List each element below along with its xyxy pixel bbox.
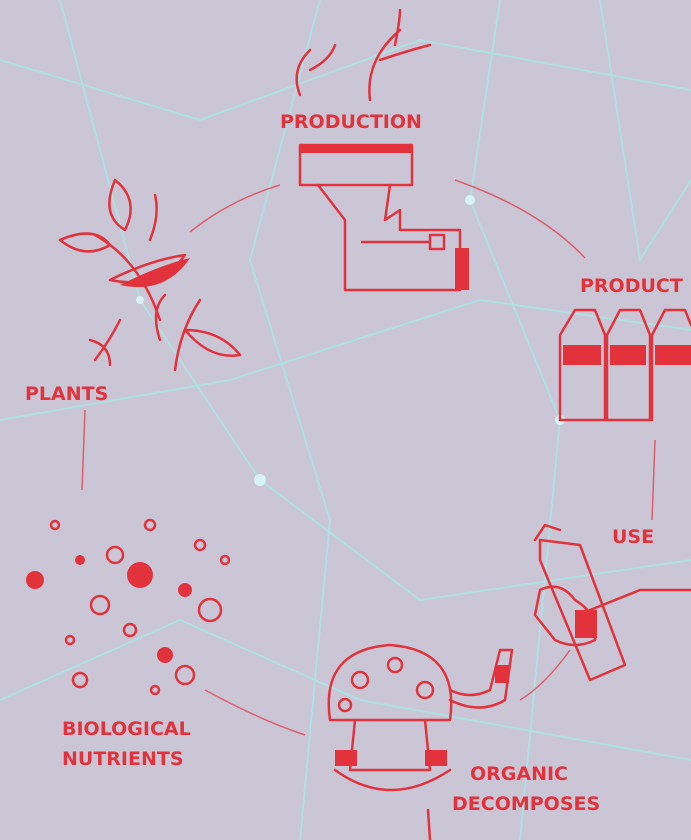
- node-label: BIOLOGICAL: [62, 718, 191, 740]
- diagram: PRODUCTION PRODUCT USE ORGANIC DECOMPOSE…: [0, 0, 691, 840]
- node-label: PRODUCT: [580, 275, 683, 297]
- page: PRODUCTION PRODUCT USE ORGANIC DECOMPOSE…: [0, 0, 691, 840]
- node-label: NUTRIENTS: [62, 748, 184, 770]
- node-label: PLANTS: [25, 383, 108, 405]
- node-label: USE: [612, 526, 654, 548]
- node-label: DECOMPOSES: [452, 793, 600, 815]
- node-label: PRODUCTION: [280, 111, 422, 133]
- node-label: ORGANIC: [470, 763, 568, 785]
